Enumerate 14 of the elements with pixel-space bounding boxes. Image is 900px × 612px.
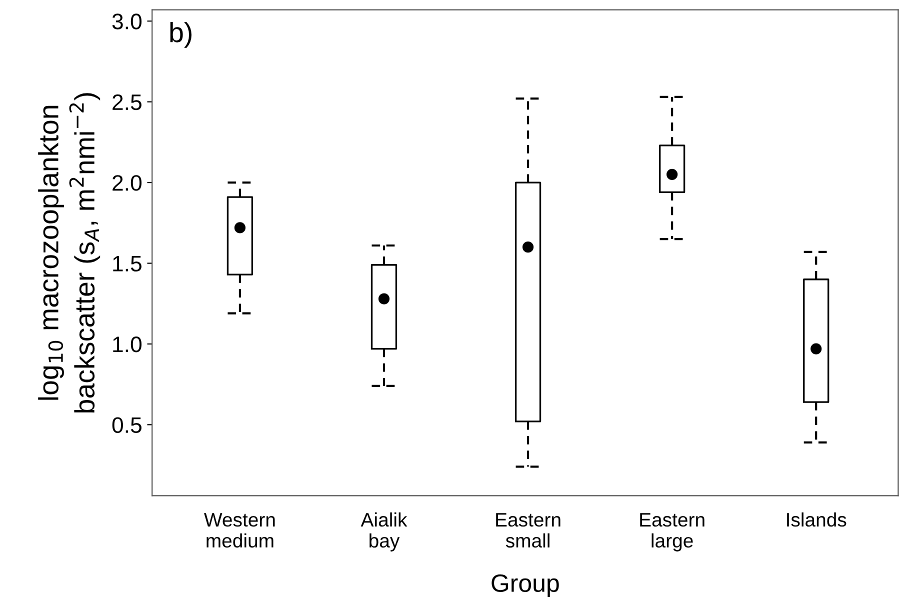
annotation: b) bbox=[170, 22, 192, 48]
y-tick-label: 2.0 bbox=[112, 175, 142, 191]
text: log$_{10}$ macrozooplankton backscatter (s$_{A}$, m$^{2}$nmi$^{−2}$) bbox=[38, 93, 100, 412]
x-tick-label: Aialik bay bbox=[360, 512, 408, 552]
y-tick-label: 1.0 bbox=[113, 336, 142, 352]
x-tick-label: Western medium bbox=[204, 513, 275, 548]
y-tick-label: 0.5 bbox=[112, 417, 142, 433]
x-axis-title: Group bbox=[492, 574, 559, 597]
x-tick-label: Islands bbox=[787, 512, 846, 527]
x-tick-label: Eastern large bbox=[640, 513, 704, 552]
y-tick-label: 1.5 bbox=[113, 256, 142, 272]
y-tick-label: 3.0 bbox=[112, 14, 142, 30]
y-tick-label: 2.5 bbox=[112, 94, 142, 110]
x-tick-label: Eastern small bbox=[496, 513, 560, 548]
